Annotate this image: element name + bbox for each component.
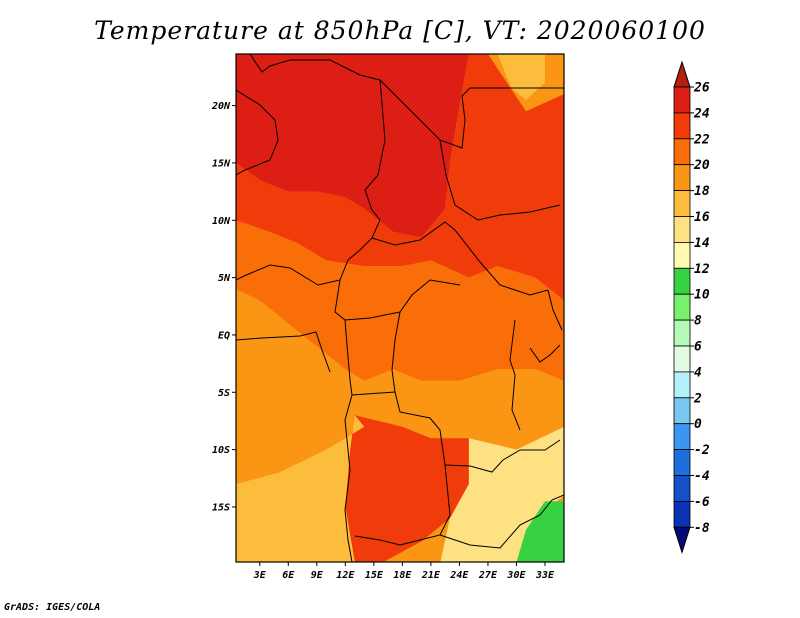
colorbar-label: -4 — [694, 469, 710, 484]
region-sahara-east — [236, 54, 469, 238]
y-tick-label: 20N — [211, 101, 231, 112]
colorbar-label: 2 — [693, 391, 702, 406]
x-tick-label: 27E — [478, 570, 498, 581]
colorbar-bin — [673, 112, 691, 140]
colorbar-bin — [673, 371, 691, 399]
colorbar-label: -8 — [694, 521, 710, 536]
country-borders — [236, 54, 564, 562]
x-tick-label: 12E — [336, 570, 355, 581]
temperature-field — [236, 54, 564, 562]
colorbar-under-triangle — [673, 526, 691, 554]
x-tick-label: 24E — [449, 570, 469, 581]
colorbar-bin — [673, 241, 691, 269]
region-zambia-plateau — [440, 426, 564, 562]
x-tick-label: 9E — [311, 570, 324, 581]
x-tick-label: 3E — [253, 570, 267, 581]
region-atlantic-south — [236, 415, 365, 562]
colorbar-label: 12 — [694, 262, 710, 277]
y-axis: 20N 15N 10N 5N EQ 5S 10S 15S — [211, 101, 236, 513]
colorbar-over-triangle — [673, 60, 691, 88]
y-tick-label: 5S — [218, 388, 230, 399]
colorbar-bin — [673, 293, 691, 321]
region-sahel-band — [236, 54, 564, 301]
x-axis: 3E 6E 9E 12E 15E 18E 21E 24E 27E 30E 33E — [253, 562, 555, 581]
colorbar-bin — [673, 164, 691, 191]
colorbar-label: 8 — [694, 314, 702, 329]
colorbar-label: 14 — [694, 236, 710, 251]
colorbar-bin — [673, 397, 691, 425]
colorbar-bin — [673, 345, 691, 373]
colorbar-label: 4 — [694, 365, 702, 380]
x-tick-label: 15E — [365, 570, 384, 581]
colorbar-label: 22 — [693, 132, 710, 147]
grads-credit: GrADS: IGES/COLA — [4, 602, 101, 613]
y-tick-label: 15N — [212, 158, 231, 169]
colorbar-bin — [673, 500, 691, 528]
region-west-central — [236, 220, 564, 381]
colorbar-label: 26 — [693, 81, 710, 96]
x-tick-label: 6E — [282, 570, 295, 581]
x-tick-label: 33E — [535, 570, 555, 581]
colorbar-bin — [673, 423, 691, 451]
x-tick-label: 21E — [421, 570, 441, 581]
colorbar-label: 6 — [694, 340, 702, 355]
colorbar-bin — [673, 449, 691, 476]
colorbar-label: -2 — [694, 443, 710, 458]
colorbar-label: -6 — [694, 495, 710, 510]
colorbar-label: 10 — [694, 288, 710, 303]
x-tick-label: 18E — [393, 570, 412, 581]
colorbar-bin — [673, 86, 691, 114]
colorbar-bin — [673, 475, 691, 502]
y-tick-label: 10S — [212, 445, 230, 456]
y-tick-label: 15S — [212, 502, 230, 513]
colorbar-bin — [673, 216, 691, 243]
colorbar-bin — [673, 138, 691, 166]
y-tick-label: 5N — [218, 273, 231, 284]
colorbar-label: 18 — [694, 184, 710, 199]
colorbar-label: 20 — [693, 158, 710, 173]
x-tick-label: 30E — [506, 570, 526, 581]
region-malawi-cool — [516, 501, 564, 562]
y-tick-label: 10N — [212, 216, 231, 227]
colorbar-label: 0 — [694, 417, 702, 432]
colorbar-label: 24 — [693, 106, 710, 121]
colorbar-bin — [673, 319, 691, 347]
colorbar-bin — [673, 190, 691, 217]
colorbar-label: 16 — [694, 210, 710, 225]
chart-title: Temperature at 850hPa [C], VT: 202006010… — [94, 16, 706, 45]
plot-frame — [235, 53, 565, 563]
region-angola-high — [345, 415, 469, 562]
y-tick-label: EQ — [218, 330, 230, 341]
colorbar-bin — [673, 267, 691, 295]
